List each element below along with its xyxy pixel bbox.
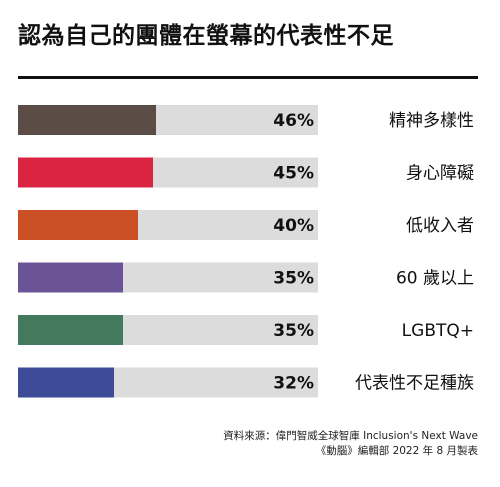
source-note: 資料來源：偉門智威全球智庫 Inclusion's Next Wave 《動腦》… [223, 429, 478, 459]
bar [18, 262, 123, 293]
bar-chart: 46% 精神多樣性 45% 身心障礙 40% 低收入者 35% 60 歲以上 35% LGBTQ+… [18, 105, 474, 398]
value-label: 40% [273, 216, 314, 236]
value-label: 32% [273, 374, 314, 394]
category-label: 精神多樣性 [389, 111, 474, 131]
category-label: 低收入者 [406, 216, 474, 236]
category-label: 代表性不足種族 [355, 374, 474, 394]
source-line-1: 資料來源：偉門智威全球智庫 Inclusion's Next Wave [223, 430, 478, 442]
bar [18, 315, 123, 345]
title-divider [18, 76, 478, 79]
category-label: 60 歲以上 [396, 269, 474, 289]
category-label: LGBTQ+ [402, 321, 474, 341]
value-label: 35% [273, 321, 314, 341]
bar [18, 367, 114, 398]
value-label: 35% [273, 269, 314, 289]
source-line-2: 《動腦》編輯部 2022 年 8 月製表 [315, 445, 478, 457]
value-label: 46% [273, 111, 314, 131]
bar [18, 157, 153, 188]
chart-title: 認為自己的團體在螢幕的代表性不足 [18, 23, 394, 49]
bar [18, 210, 138, 240]
value-label: 45% [273, 164, 314, 184]
category-label: 身心障礙 [406, 164, 474, 184]
bar [18, 105, 156, 135]
